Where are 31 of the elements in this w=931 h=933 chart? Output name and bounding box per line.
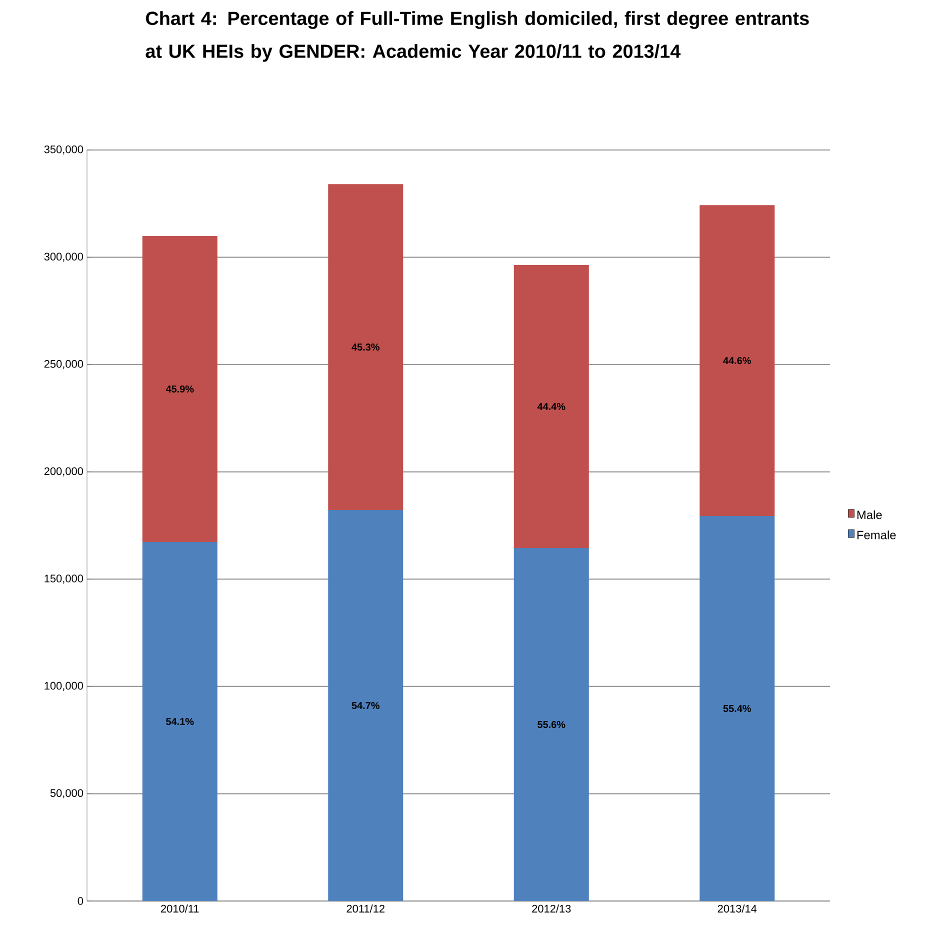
x-tick-label: 2011/12 [346, 904, 384, 913]
bar [142, 236, 218, 542]
annotation: 54.1% [166, 718, 194, 726]
y-tick-label: 350,000 [44, 145, 84, 155]
y-tick-label: 200,000 [44, 467, 84, 476]
y-tick-label: 50,000 [50, 789, 84, 798]
bar [700, 205, 775, 516]
bar [700, 516, 775, 901]
y-tick-label: 250,000 [44, 360, 84, 370]
annotation: 55.6% [538, 720, 566, 728]
bar [328, 510, 404, 901]
x-tick-label: 2010/11 [161, 904, 199, 913]
annotation: 54.7% [352, 702, 380, 710]
annotation: 45.9% [166, 386, 194, 393]
bar [514, 265, 589, 548]
y-tick-label: 100,000 [44, 682, 84, 691]
y-tick-label: 150,000 [44, 574, 84, 584]
y-tick-label: 0 [78, 897, 84, 905]
annotation: 44.4% [537, 403, 566, 410]
y-tick-label: 300,000 [44, 252, 84, 262]
annotation: 55.4% [723, 705, 751, 712]
bar [328, 184, 404, 510]
legend-label: Male [857, 510, 882, 520]
annotation: 45.3% [352, 344, 380, 351]
bar [142, 542, 218, 901]
bar [514, 548, 589, 901]
legend-label: Female [857, 530, 896, 540]
chart-title: Chart 4: Percentage of Full-Time English domiciled, first degree entrants at UK HEIs by GENDER: Academic Year 2010/11 to 2013/14 [146, 11, 809, 62]
annotation: 44.6% [723, 357, 751, 364]
x-tick-label: 2012/13 [532, 904, 571, 913]
x-tick-label: 2013/14 [718, 904, 757, 913]
